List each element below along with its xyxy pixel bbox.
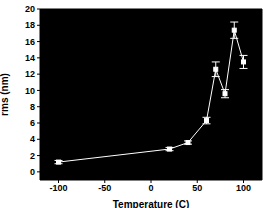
svg-text:10: 10 — [25, 86, 35, 96]
svg-text:14: 14 — [25, 53, 35, 63]
svg-text:50: 50 — [192, 183, 202, 193]
svg-text:12: 12 — [25, 69, 35, 79]
svg-text:100: 100 — [236, 183, 251, 193]
svg-text:rms (nm): rms (nm) — [8, 73, 10, 116]
svg-text:20: 20 — [25, 4, 35, 14]
svg-text:0: 0 — [148, 183, 153, 193]
svg-text:Temperature (C): Temperature (C) — [113, 199, 190, 208]
svg-text:18: 18 — [25, 20, 35, 30]
svg-text:4: 4 — [30, 134, 35, 144]
svg-text:6: 6 — [30, 118, 35, 128]
svg-text:-100: -100 — [49, 183, 67, 193]
svg-text:0: 0 — [30, 167, 35, 177]
svg-text:-50: -50 — [98, 183, 111, 193]
svg-text:8: 8 — [30, 102, 35, 112]
svg-text:2: 2 — [30, 151, 35, 161]
svg-text:16: 16 — [25, 37, 35, 47]
